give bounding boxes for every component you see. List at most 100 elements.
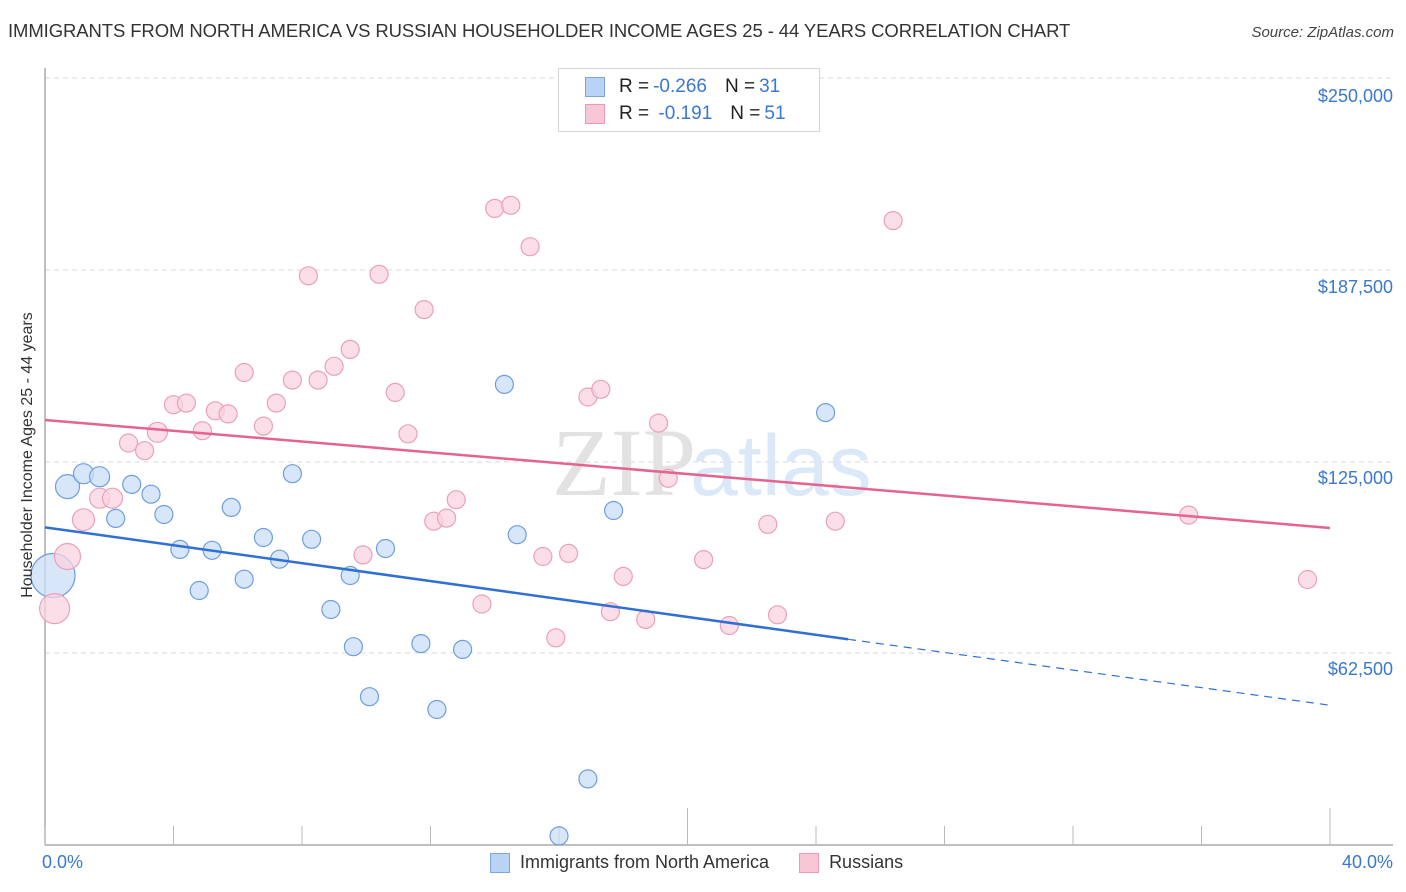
data-point <box>815 403 836 423</box>
n-label: N = <box>724 76 756 97</box>
data-point <box>520 237 540 257</box>
russians-points <box>38 195 1318 648</box>
data-point <box>141 484 161 504</box>
y-tick-250000: $250,000 <box>1317 86 1393 106</box>
legend-item-russians[interactable]: Russians <box>799 852 903 873</box>
series-legend: Immigrants from North America Russians <box>490 852 933 873</box>
y-tick-125000: $125,000 <box>1317 468 1393 488</box>
data-point <box>88 466 111 488</box>
data-point <box>308 370 328 390</box>
data-point <box>883 211 903 231</box>
data-point <box>558 543 579 564</box>
data-point <box>340 339 360 359</box>
r-label: R = <box>619 76 650 97</box>
data-point <box>253 416 273 436</box>
legend-item-immigrants[interactable]: Immigrants from North America <box>490 852 769 873</box>
data-point <box>38 592 71 625</box>
axes <box>44 68 1393 846</box>
data-point <box>170 539 190 560</box>
data-point <box>53 542 82 571</box>
legend-row-immigrants: R = -0.266 N = 31 <box>585 75 780 99</box>
source-credit: Source: ZipAtlas.com <box>1251 24 1394 41</box>
data-point <box>353 545 373 565</box>
data-point <box>101 487 124 509</box>
x-tick-min: 0.0% <box>42 852 84 872</box>
data-point <box>122 474 142 494</box>
data-point <box>385 382 405 402</box>
legend-row-russians: R = -0.191 N = 51 <box>585 102 786 126</box>
n-value: 31 <box>759 76 781 97</box>
data-point <box>135 441 155 461</box>
data-point <box>549 826 569 846</box>
data-point <box>106 508 126 529</box>
data-point <box>302 529 322 549</box>
data-point <box>533 546 553 567</box>
data-point <box>472 594 492 614</box>
pink-swatch-icon <box>799 852 820 873</box>
data-point <box>176 393 196 413</box>
data-point <box>507 525 527 545</box>
data-point <box>591 379 611 399</box>
data-point <box>282 370 302 390</box>
data-point <box>427 699 447 720</box>
r-value: -0.191 <box>653 103 713 124</box>
data-point <box>767 605 788 625</box>
immigrants-north-america-points <box>30 374 836 846</box>
data-point <box>282 464 302 484</box>
data-point <box>437 508 457 528</box>
data-point <box>648 413 669 433</box>
data-point <box>71 508 96 532</box>
data-point <box>501 195 521 215</box>
y-tick-187500: $187,500 <box>1317 277 1393 297</box>
data-point <box>343 637 363 657</box>
data-point <box>578 769 598 789</box>
legend-label: Immigrants from North America <box>520 852 770 872</box>
r-value: -0.266 <box>653 76 707 97</box>
data-point <box>546 628 566 648</box>
data-point <box>375 538 396 559</box>
data-point <box>234 569 254 589</box>
blue-swatch-icon <box>490 852 510 873</box>
r-label: R = <box>619 103 650 124</box>
data-point <box>218 404 238 424</box>
data-point <box>234 362 254 383</box>
data-point <box>414 300 434 320</box>
data-point <box>398 424 418 444</box>
data-point <box>369 264 389 284</box>
data-point <box>266 393 286 413</box>
data-point <box>192 421 212 441</box>
blue-swatch-icon <box>585 77 605 97</box>
data-point <box>253 527 273 548</box>
data-point <box>321 599 341 620</box>
data-point <box>485 198 505 218</box>
data-point <box>758 514 778 534</box>
chart-title: IMMIGRANTS FROM NORTH AMERICA VS RUSSIAN… <box>8 20 1071 41</box>
data-point <box>411 633 431 654</box>
data-point <box>54 474 81 500</box>
legend-label: Russians <box>829 852 904 872</box>
data-point <box>189 580 209 601</box>
y-tick-62500: $62,500 <box>1327 659 1393 679</box>
data-point <box>146 421 168 443</box>
trend-lines <box>44 418 1331 706</box>
data-point <box>603 500 624 521</box>
pink-swatch-icon <box>585 104 605 124</box>
y-axis-label: Householder Income Ages 25 - 44 years <box>19 312 36 598</box>
correlation-legend: R = -0.266 N = 31 R = -0.191 N = 51 <box>558 68 820 132</box>
data-point <box>613 566 633 587</box>
x-tick-max: 40.0% <box>1341 852 1393 872</box>
n-label: N = <box>730 103 761 124</box>
watermark: ZIP atlas <box>552 409 872 516</box>
data-point <box>719 615 739 636</box>
data-point <box>825 511 845 531</box>
data-point <box>298 266 318 286</box>
data-point <box>446 490 466 510</box>
svg-text:ZIP: ZIP <box>552 409 696 516</box>
data-point <box>1297 569 1318 590</box>
data-point <box>359 687 380 707</box>
data-point <box>494 374 514 394</box>
n-value: 51 <box>764 103 786 124</box>
data-point <box>118 433 139 453</box>
data-point <box>324 356 344 376</box>
